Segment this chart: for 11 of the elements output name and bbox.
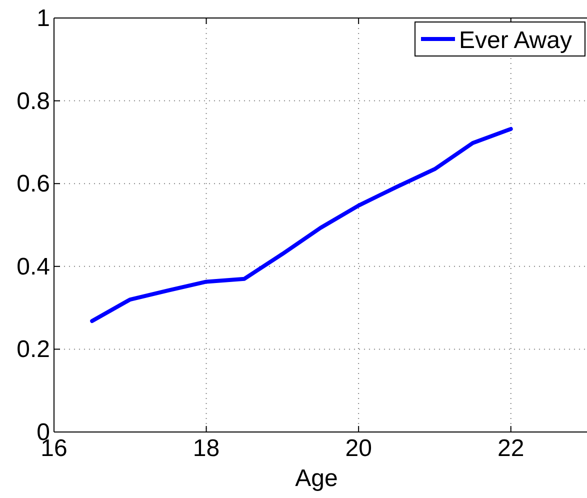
x-tick-label: 22: [498, 435, 524, 462]
y-tick-label: 0.6: [16, 170, 50, 198]
y-tick-label: 1: [36, 5, 50, 32]
y-tick-label: 0.8: [16, 88, 50, 115]
x-axis-title: Age: [295, 465, 338, 492]
line-series: [90, 126, 513, 324]
y-tick-label: 0.4: [16, 253, 50, 280]
y-tick-label: 0.2: [16, 336, 50, 364]
x-tick-label: 18: [192, 435, 220, 462]
legend-label: Ever Away: [459, 27, 572, 54]
x-tick-label: 20: [345, 435, 372, 462]
